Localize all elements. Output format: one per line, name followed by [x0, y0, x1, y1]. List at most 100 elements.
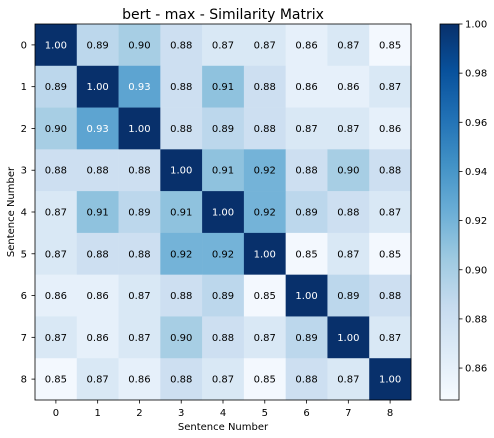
heatmap-cell-r3-c2 [118, 149, 161, 192]
x-tick-label: 2 [136, 408, 142, 419]
heatmap-cell-r7-c5 [243, 316, 286, 359]
heatmap-cell-r3-c1 [76, 149, 119, 192]
heatmap-cell-r1-c0 [35, 65, 78, 108]
cell-value-r7-c2: 0.87 [128, 333, 150, 344]
cell-value-r6-c1: 0.86 [87, 291, 109, 302]
cell-value-r7-c1: 0.86 [87, 333, 109, 344]
heatmap-cell-r5-c8 [369, 232, 412, 275]
x-tick-label: 5 [262, 408, 268, 419]
y-tick-label: 8 [21, 375, 27, 386]
cell-value-r8-c3: 0.88 [170, 375, 192, 386]
heatmap-cell-r2-c8 [369, 107, 412, 150]
heatmap-cell-r4-c2 [118, 191, 161, 234]
heatmap-cell-r6-c1 [76, 274, 119, 317]
heatmap-cell-r0-c8 [369, 24, 412, 67]
heatmap-cell-r5-c6 [285, 232, 328, 275]
cell-value-r8-c6: 0.88 [295, 375, 317, 386]
cell-value-r7-c8: 0.87 [379, 333, 401, 344]
colorbar-tick-label: 0.94 [465, 167, 487, 178]
cell-value-r3-c0: 0.88 [45, 166, 67, 177]
cell-value-r5-c4: 0.92 [212, 249, 234, 260]
heatmap-cell-r4-c0 [35, 191, 78, 234]
heatmap-cell-r4-c6 [285, 191, 328, 234]
cell-value-r5-c5: 1.00 [254, 249, 276, 260]
heatmap-cell-r3-c6 [285, 149, 328, 192]
cell-value-r3-c4: 0.91 [212, 166, 234, 177]
cell-value-r3-c7: 0.90 [337, 166, 359, 177]
cell-value-r6-c4: 0.89 [212, 291, 234, 302]
heatmap-cell-r2-c1 [76, 107, 119, 150]
x-axis-ticks: 0 1 2 3 4 5 6 7 8 [53, 400, 393, 419]
cell-value-r6-c3: 0.88 [170, 291, 192, 302]
heatmap-cell-r1-c2 [118, 65, 161, 108]
heatmap-cell-r2-c0 [35, 107, 78, 150]
heatmap-cell-r5-c7 [327, 232, 370, 275]
colorbar-tick-label: 0.92 [465, 216, 487, 227]
x-tick-label: 7 [345, 408, 351, 419]
heatmap-cell-r0-c4 [202, 24, 245, 67]
heatmap-cell-r0-c2 [118, 24, 161, 67]
cell-value-r1-c5: 0.88 [254, 82, 276, 93]
heatmap-cell-r5-c5 [243, 232, 286, 275]
heatmap-cell-r7-c1 [76, 316, 119, 359]
cell-value-r1-c1: 1.00 [87, 82, 109, 93]
y-axis-ticks: 0 1 2 3 4 5 6 7 8 [21, 40, 35, 386]
y-tick-label: 0 [21, 40, 27, 51]
heatmap-cell-r5-c1 [76, 232, 119, 275]
cell-value-r4-c4: 1.00 [212, 208, 234, 219]
cell-value-r6-c7: 0.89 [337, 291, 359, 302]
cell-value-r2-c7: 0.87 [337, 124, 359, 135]
cell-value-r4-c1: 0.91 [87, 208, 109, 219]
heatmap-cell-r2-c3 [160, 107, 203, 150]
cell-value-r7-c4: 0.88 [212, 333, 234, 344]
x-tick-label: 8 [387, 408, 393, 419]
heatmap-cell-r0-c6 [285, 24, 328, 67]
colorbar [439, 23, 460, 401]
heatmap-cell-r8-c3 [160, 358, 203, 401]
heatmap-cell-r1-c6 [285, 65, 328, 108]
heatmap-cells [35, 24, 412, 401]
cell-value-r8-c7: 0.87 [337, 375, 359, 386]
heatmap-cell-r5-c3 [160, 232, 203, 275]
heatmap-cell-r3-c7 [327, 149, 370, 192]
cell-value-r6-c6: 1.00 [295, 291, 317, 302]
colorbar-tick-label: 0.96 [465, 118, 487, 129]
cell-value-r4-c6: 0.89 [295, 208, 317, 219]
cell-value-r3-c5: 0.92 [254, 166, 276, 177]
cell-value-r6-c0: 0.86 [45, 291, 67, 302]
cell-value-r1-c3: 0.88 [170, 82, 192, 93]
heatmap-cell-r6-c8 [369, 274, 412, 317]
heatmap-cell-r1-c7 [327, 65, 370, 108]
heatmap-cell-r0-c0 [35, 24, 78, 67]
cell-value-r8-c1: 0.87 [87, 375, 109, 386]
heatmap-cell-r0-c1 [76, 24, 119, 67]
x-tick-label: 6 [303, 408, 309, 419]
colorbar-tick-label: 0.90 [465, 265, 487, 276]
cell-value-r0-c1: 0.89 [87, 40, 109, 51]
heatmap-cell-r6-c2 [118, 274, 161, 317]
heatmap-cell-r1-c1 [76, 65, 119, 108]
cell-value-r5-c8: 0.85 [379, 249, 401, 260]
heatmap-cell-r4-c4 [202, 191, 245, 234]
heatmap-cell-r4-c1 [76, 191, 119, 234]
y-tick-label: 7 [21, 333, 27, 344]
cell-value-r7-c5: 0.87 [254, 333, 276, 344]
cell-value-r0-c0: 1.00 [45, 40, 67, 51]
y-axis-label: Sentence Number [6, 166, 17, 257]
cell-value-r2-c1: 0.93 [87, 124, 109, 135]
cell-value-r0-c5: 0.87 [254, 40, 276, 51]
heatmap-cell-r7-c0 [35, 316, 78, 359]
cell-value-r2-c5: 0.88 [254, 124, 276, 135]
heatmap-cell-r2-c6 [285, 107, 328, 150]
heatmap-cell-r4-c5 [243, 191, 286, 234]
cell-value-r5-c2: 0.88 [128, 249, 150, 260]
x-axis-label: Sentence Number [178, 422, 269, 433]
heatmap-cell-r7-c6 [285, 316, 328, 359]
heatmap-cell-r6-c3 [160, 274, 203, 317]
heatmap-cell-r1-c4 [202, 65, 245, 108]
cell-value-r0-c2: 0.90 [128, 40, 150, 51]
heatmap-cell-r7-c7 [327, 316, 370, 359]
cell-value-r7-c7: 1.00 [337, 333, 359, 344]
heatmap-cell-r0-c7 [327, 24, 370, 67]
